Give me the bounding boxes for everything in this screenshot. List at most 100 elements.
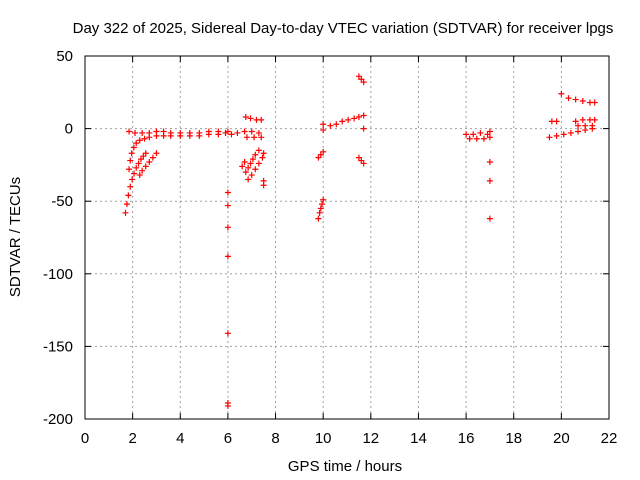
data-point xyxy=(565,95,572,102)
data-point xyxy=(130,144,137,151)
y-tick-label: -200 xyxy=(43,411,73,428)
x-tick-label: 0 xyxy=(81,430,89,447)
data-point xyxy=(153,150,160,157)
data-point xyxy=(486,128,493,135)
data-point xyxy=(351,115,358,122)
data-point xyxy=(245,164,252,171)
y-tick-label: 0 xyxy=(65,121,73,138)
data-point xyxy=(339,118,346,125)
data-point xyxy=(146,158,153,165)
data-point xyxy=(553,132,560,139)
data-point xyxy=(228,131,235,138)
data-point xyxy=(260,150,267,157)
data-point xyxy=(260,182,267,189)
data-point xyxy=(345,116,352,123)
data-point xyxy=(239,163,246,170)
data-point xyxy=(360,79,367,86)
data-point xyxy=(160,128,167,135)
data-point xyxy=(139,167,146,174)
series-seg-d xyxy=(136,150,160,179)
data-point xyxy=(242,113,249,120)
data-point xyxy=(186,129,193,136)
data-point xyxy=(241,128,248,135)
data-point xyxy=(136,172,143,179)
data-marks xyxy=(122,73,598,409)
data-point xyxy=(142,163,149,170)
data-point xyxy=(486,215,493,222)
series-seg-j xyxy=(355,73,367,167)
data-point xyxy=(251,134,258,141)
data-point xyxy=(318,201,325,208)
data-point xyxy=(123,201,130,208)
data-point xyxy=(142,150,149,157)
tick-layer: 0 2 4 6 8 10 12 14 16 18 20 22 50 0 -50 -100 -150 -200 xyxy=(43,48,617,447)
data-point xyxy=(248,172,255,179)
data-point xyxy=(245,176,252,183)
data-point xyxy=(133,164,140,171)
data-point xyxy=(477,129,484,136)
data-point xyxy=(131,170,138,177)
x-axis-label: GPS time / hours xyxy=(288,458,402,475)
data-point xyxy=(224,224,231,231)
y-tick-label: -50 xyxy=(51,193,73,210)
data-point xyxy=(136,137,143,144)
data-point xyxy=(247,115,254,122)
data-point xyxy=(224,402,231,409)
data-point xyxy=(316,209,323,216)
data-point xyxy=(258,134,265,141)
x-tick-label: 6 xyxy=(224,430,232,447)
data-point xyxy=(463,131,470,138)
data-point xyxy=(473,135,480,142)
data-point xyxy=(470,131,477,138)
series-seg-n xyxy=(558,90,598,106)
data-point xyxy=(122,209,129,216)
data-point xyxy=(133,140,140,147)
data-point xyxy=(315,215,322,222)
data-point xyxy=(139,129,146,136)
data-point xyxy=(546,134,553,141)
y-axis-label: SDTVAR / TECUs xyxy=(7,177,24,297)
chart-title: Day 322 of 2025, Sidereal Day-to-day VTE… xyxy=(73,20,614,37)
data-point xyxy=(320,121,327,128)
data-point xyxy=(146,129,153,136)
x-tick-label: 4 xyxy=(176,430,184,447)
data-point xyxy=(486,158,493,165)
data-point xyxy=(224,253,231,260)
data-point xyxy=(141,135,148,142)
data-point xyxy=(355,113,362,120)
data-point xyxy=(128,150,135,157)
x-tick-label: 18 xyxy=(505,430,522,447)
series-seg-i xyxy=(327,112,367,132)
series-seg-c xyxy=(126,128,231,136)
data-point xyxy=(248,128,255,135)
data-point xyxy=(243,134,250,141)
data-point xyxy=(249,156,256,163)
data-point xyxy=(327,122,334,129)
grid-layer xyxy=(85,56,609,419)
data-point xyxy=(135,160,142,167)
data-point xyxy=(126,166,133,173)
data-point xyxy=(258,116,265,123)
data-point xyxy=(575,122,582,129)
series-seg-e xyxy=(224,189,231,409)
data-point xyxy=(591,116,598,123)
series-seg-g xyxy=(239,147,267,189)
y-tick-label: -150 xyxy=(43,338,73,355)
x-tick-label: 2 xyxy=(128,430,136,447)
data-point xyxy=(480,135,487,142)
y-tick-label: 50 xyxy=(56,48,73,65)
data-point xyxy=(317,205,324,212)
data-point xyxy=(360,125,367,132)
data-point xyxy=(572,118,579,125)
data-point xyxy=(252,166,259,173)
series-seg-h xyxy=(315,121,327,222)
data-point xyxy=(567,129,574,136)
data-point xyxy=(582,122,589,129)
data-point xyxy=(560,131,567,138)
data-point xyxy=(241,158,248,165)
x-tick-label: 14 xyxy=(410,430,427,447)
data-point xyxy=(149,154,156,161)
data-point xyxy=(224,128,231,135)
x-tick-label: 10 xyxy=(315,430,332,447)
data-point xyxy=(320,127,327,134)
